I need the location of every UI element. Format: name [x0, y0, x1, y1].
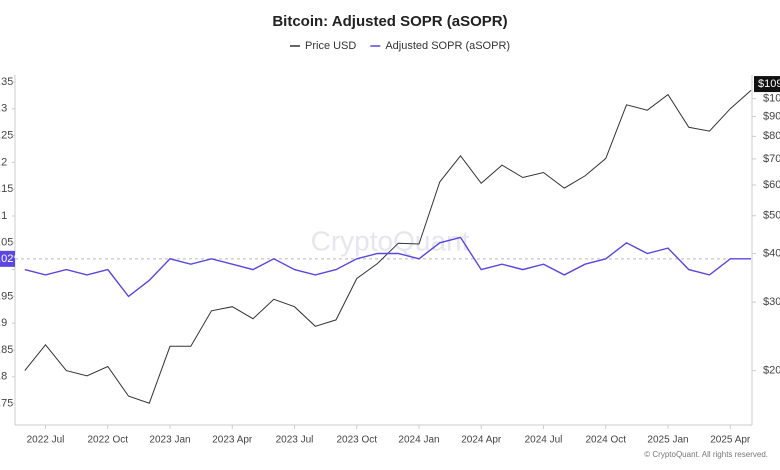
y-tick-label: 0.75 — [0, 397, 13, 409]
y2-tick-label: $60K — [763, 179, 780, 191]
x-tick-label: 2024 Apr — [461, 435, 502, 446]
y2-tick-label: $20K — [763, 365, 780, 377]
current-y-label: 1.02* — [0, 253, 18, 265]
y-tick-label: 0.95 — [0, 290, 13, 302]
legend-label: Price USD — [305, 40, 356, 52]
y-tick-label: 1.05 — [0, 237, 13, 249]
x-tick-label: 2025 Jan — [647, 435, 688, 446]
current-y-badge — [0, 250, 15, 267]
x-tick-label: 2023 Oct — [336, 435, 377, 446]
y2-tick-label: $100K — [763, 93, 780, 105]
x-tick-label: 2022 Jul — [27, 435, 65, 446]
legend-label: Adjusted SOPR (aSOPR) — [385, 40, 510, 52]
y-tick-label: 0.8 — [0, 371, 7, 383]
y2-tick-label: $40K — [763, 247, 780, 259]
y2-tick-label: $90K — [763, 110, 780, 122]
y-tick-label: 1.15 — [0, 183, 13, 195]
x-tick-label: 2023 Apr — [212, 435, 253, 446]
y2-tick-label: $70K — [763, 153, 780, 165]
x-tick-label: 2025 Apr — [710, 435, 751, 446]
y-tick-label: 1.35 — [0, 76, 13, 88]
chart-title: Bitcoin: Adjusted SOPR (aSOPR) — [272, 13, 507, 30]
x-tick-label: 2024 Oct — [585, 435, 626, 446]
x-tick-label: 2024 Jul — [525, 435, 563, 446]
y-tick-label: 0.9 — [0, 317, 7, 329]
y2-tick-label: $80K — [763, 130, 780, 142]
y-tick-label: 0.85 — [0, 344, 13, 356]
y-tick-label: 1.2 — [0, 156, 7, 168]
y-tick-label: 1.25 — [0, 129, 13, 141]
series-line — [24, 236, 751, 298]
current-y2-badge — [754, 76, 780, 93]
x-tick-label: 2023 Jul — [276, 435, 314, 446]
x-tick-label: 2022 Oct — [87, 435, 128, 446]
x-tick-label: 2023 Jan — [149, 435, 190, 446]
y2-tick-label: $30K — [763, 296, 780, 308]
y-tick-label: 1.1 — [0, 210, 7, 222]
y2-tick-label: $50K — [763, 210, 780, 222]
y-tick-label: 1.3 — [0, 103, 7, 115]
x-tick-label: 2024 Jan — [398, 435, 439, 446]
current-y2-label: $109K — [758, 78, 780, 90]
footer: © CryptoQuant. All rights reserved. — [644, 450, 768, 459]
